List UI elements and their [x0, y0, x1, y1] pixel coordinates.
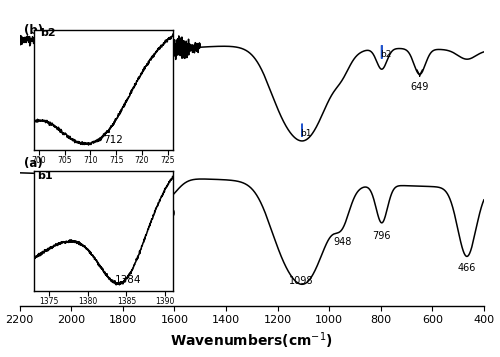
Text: (a): (a)	[24, 157, 42, 170]
Text: b2: b2	[380, 50, 391, 59]
X-axis label: Wavenumbers(cm$^{-1}$): Wavenumbers(cm$^{-1}$)	[170, 331, 333, 351]
Text: 1098: 1098	[289, 276, 314, 286]
Text: (b): (b)	[24, 24, 42, 37]
Text: b1: b1	[300, 129, 312, 138]
Text: 466: 466	[458, 263, 476, 273]
Text: 1639: 1639	[152, 209, 176, 219]
Text: 948: 948	[334, 237, 351, 247]
Text: 796: 796	[372, 231, 391, 241]
Text: 649: 649	[410, 82, 429, 92]
